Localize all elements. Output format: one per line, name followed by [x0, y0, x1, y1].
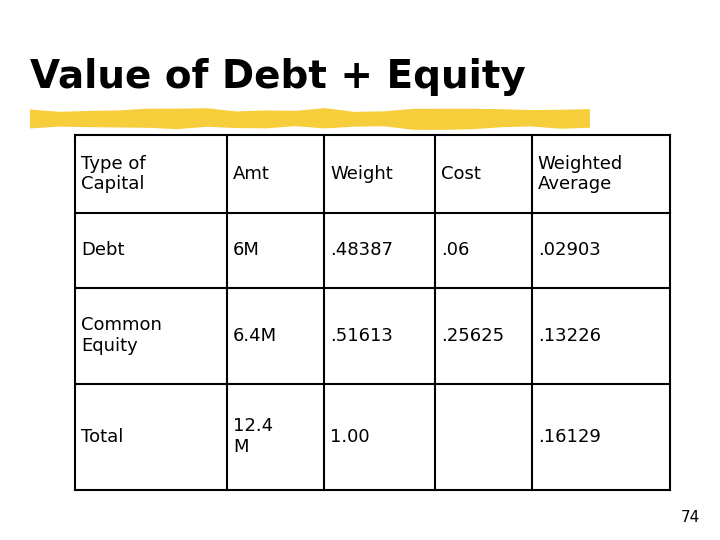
Text: .51613: .51613: [330, 327, 393, 345]
Text: 12.4
M: 12.4 M: [233, 417, 274, 456]
Text: Debt: Debt: [81, 241, 125, 259]
Text: Weight: Weight: [330, 165, 393, 183]
Text: Amt: Amt: [233, 165, 270, 183]
Text: 6M: 6M: [233, 241, 260, 259]
Text: 1.00: 1.00: [330, 428, 369, 445]
Text: Value of Debt + Equity: Value of Debt + Equity: [30, 58, 526, 96]
Text: .06: .06: [441, 241, 469, 259]
Text: .02903: .02903: [538, 241, 600, 259]
Text: Cost: Cost: [441, 165, 481, 183]
Polygon shape: [30, 108, 590, 130]
Text: 6.4M: 6.4M: [233, 327, 277, 345]
Text: .16129: .16129: [538, 428, 600, 445]
Text: .13226: .13226: [538, 327, 600, 345]
Text: Total: Total: [81, 428, 123, 445]
Text: 74: 74: [680, 510, 700, 525]
Text: .48387: .48387: [330, 241, 393, 259]
Text: Type of
Capital: Type of Capital: [81, 154, 145, 193]
Text: Weighted
Average: Weighted Average: [538, 154, 623, 193]
Text: Common
Equity: Common Equity: [81, 316, 162, 355]
Text: .25625: .25625: [441, 327, 504, 345]
